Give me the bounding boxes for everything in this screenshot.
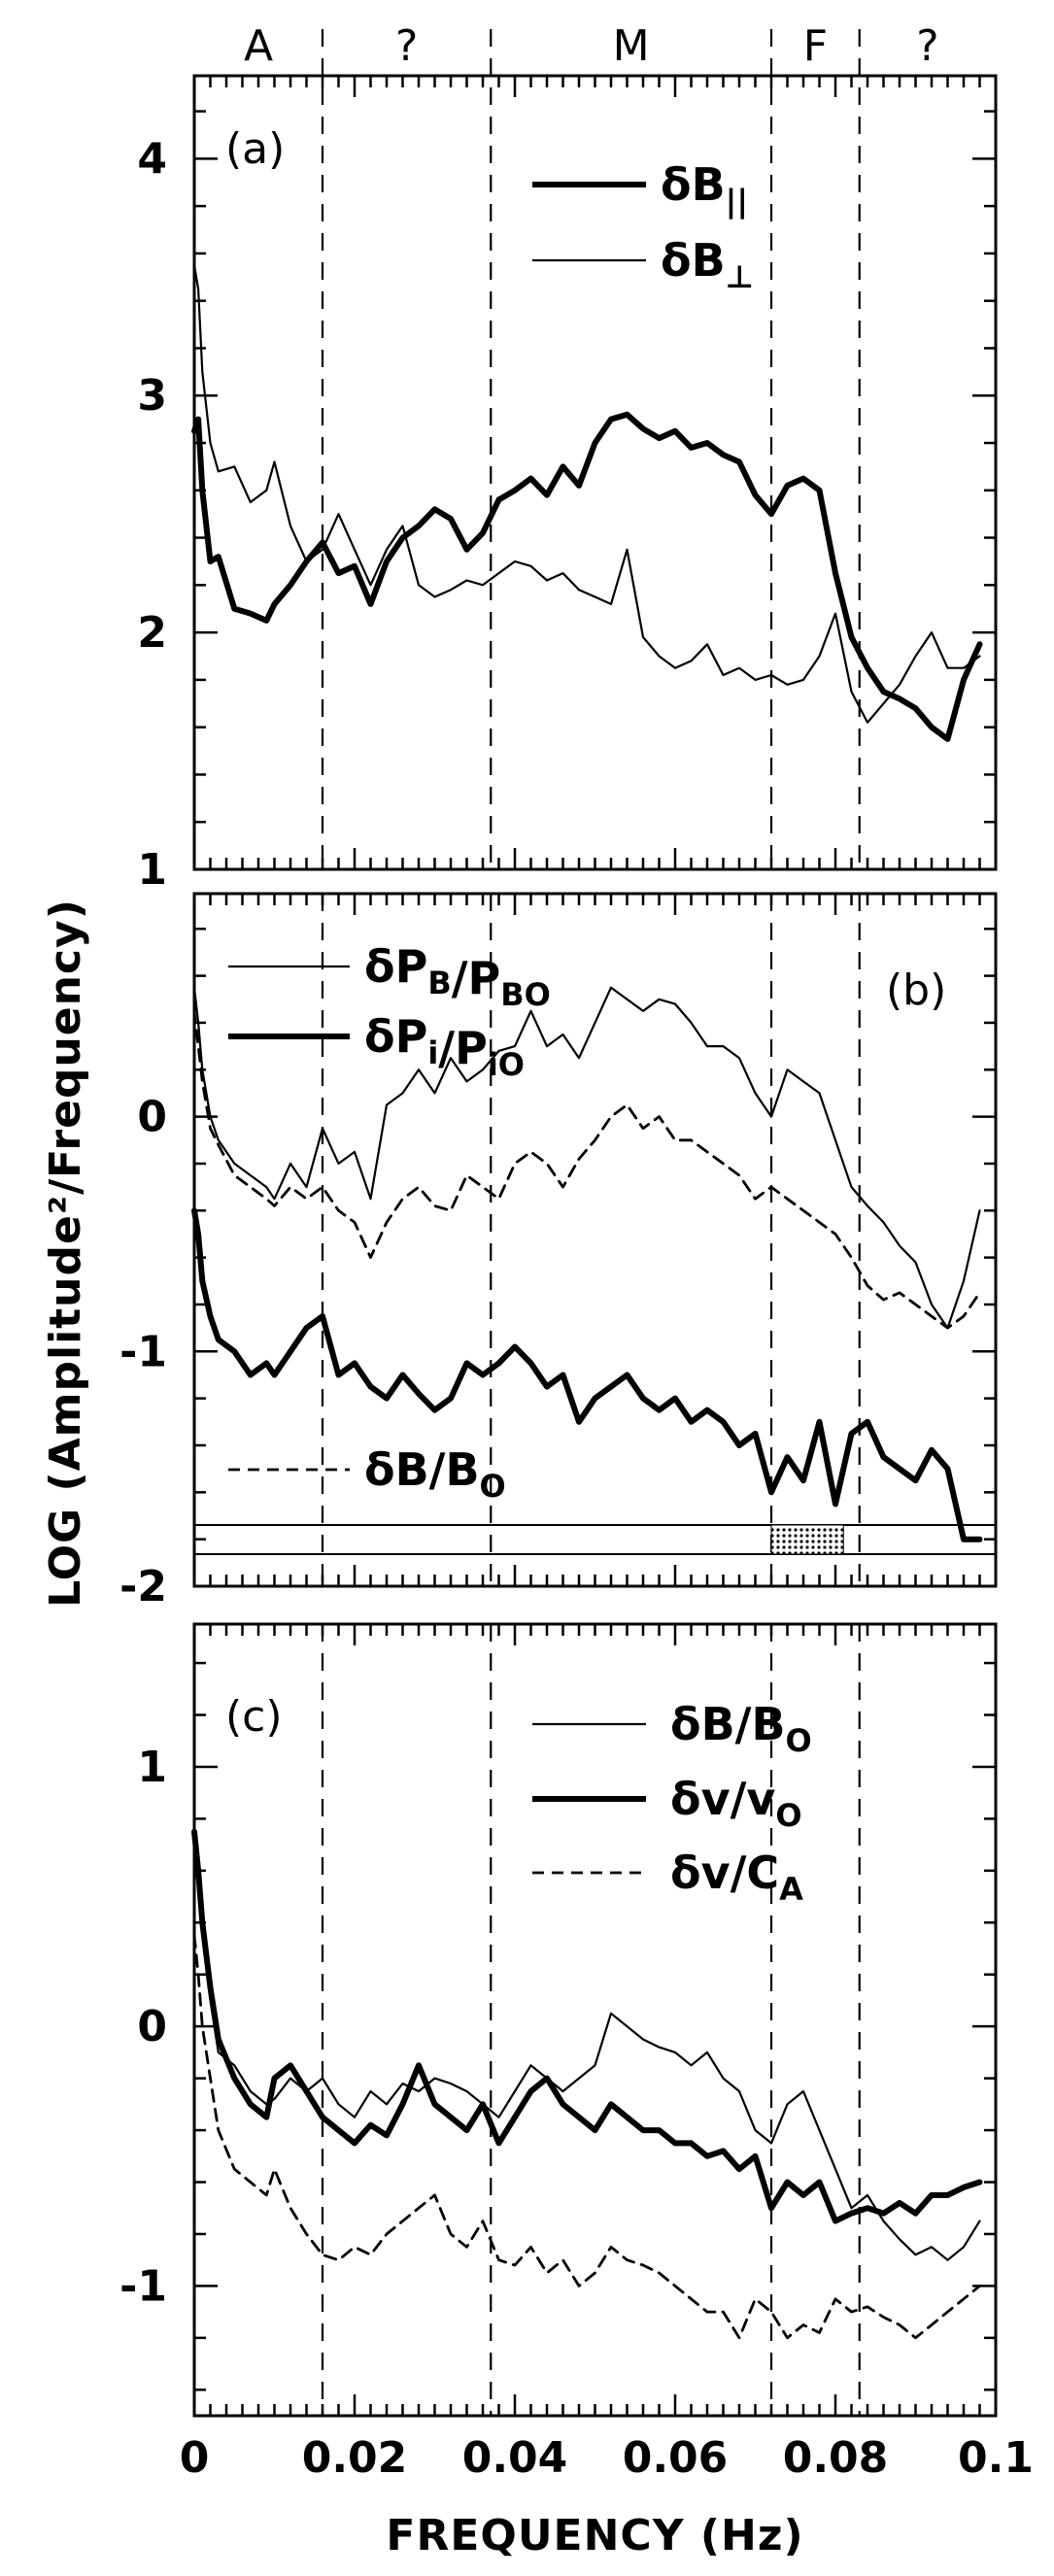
panel-frame-0 bbox=[192, 74, 998, 871]
x-tick-label: 0.08 bbox=[783, 2433, 889, 2483]
y-tick-label: 2 bbox=[137, 608, 167, 658]
y-tick-label: 1 bbox=[137, 1743, 167, 1792]
legend-label-0-1: δB⊥ bbox=[661, 234, 754, 295]
panel-label-1: (b) bbox=[886, 966, 946, 1015]
series-line-1-0 bbox=[192, 986, 981, 1330]
panel-frame-2 bbox=[192, 1622, 998, 2418]
series-line-1-1 bbox=[192, 1009, 981, 1330]
legend-label-1-1: δB/BO bbox=[364, 1443, 506, 1505]
y-tick-label: 4 bbox=[137, 134, 167, 184]
region-label-1: ? bbox=[395, 21, 418, 71]
panel-label-2: (c) bbox=[225, 1692, 283, 1742]
region-label-2: M bbox=[613, 21, 650, 71]
series-line-2-0 bbox=[192, 1844, 981, 2261]
region-label-3: F bbox=[803, 21, 828, 71]
y-axis-title: LOG (Amplitude²/Frequency) bbox=[41, 898, 90, 1608]
region-label-4: ? bbox=[916, 21, 938, 71]
panel-frame-1 bbox=[192, 892, 998, 1588]
legends: δB|| δB⊥ δPB/PBO δB/BO δPi/PiO δB/BO δv/vO δv/C… bbox=[228, 158, 812, 1908]
legend-label-2-1: δv/vO bbox=[670, 1773, 802, 1834]
x-tick-label: 0.06 bbox=[623, 2433, 729, 2483]
series-line-0-1 bbox=[192, 264, 981, 724]
x-tick-label: 0.1 bbox=[958, 2433, 1034, 2483]
y-tick-label: 1 bbox=[137, 845, 167, 895]
y-tick-label: 3 bbox=[137, 371, 167, 421]
y-tick-label: -2 bbox=[119, 1562, 167, 1611]
region-label-0: A bbox=[244, 21, 273, 71]
legend-label-2-0: δB/BO bbox=[670, 1698, 812, 1759]
series-line-2-2 bbox=[192, 1934, 981, 2340]
tick-marks bbox=[192, 76, 998, 2416]
panel-label-0: (a) bbox=[225, 124, 285, 174]
x-tick-label: 0.04 bbox=[462, 2433, 568, 2483]
y-tick-label: 0 bbox=[137, 1093, 167, 1142]
legend-label-1-2: δPi/PiO bbox=[364, 1010, 525, 1083]
y-tick-label: 0 bbox=[137, 2002, 167, 2051]
series-lines bbox=[191, 264, 983, 2340]
x-tick-label: 0 bbox=[180, 2433, 210, 2483]
text-labels: A? M F ? 1 2 3 4 (a) -2 -1 0 (b) -1 0 1 (c) 0 0.02 0.04 0.06… bbox=[41, 21, 1034, 2560]
panel-b-baseline-bars bbox=[194, 1524, 996, 1555]
series-line-2-1 bbox=[191, 1828, 983, 2224]
x-axis-title: FREQUENCY (Hz) bbox=[386, 2511, 803, 2560]
series-line-1-2 bbox=[191, 1207, 983, 1542]
legend-label-0-0: δB|| bbox=[661, 158, 748, 220]
y-tick-label: -1 bbox=[119, 1327, 167, 1376]
region-boundaries bbox=[321, 29, 861, 2416]
series-line-0-0 bbox=[191, 411, 983, 742]
x-tick-label: 0.02 bbox=[302, 2433, 408, 2483]
y-tick-label: -1 bbox=[119, 2261, 167, 2311]
legend-label-1-0: δPB/PBO bbox=[364, 940, 551, 1013]
legend-label-2-2: δv/CA bbox=[670, 1847, 803, 1908]
stippled-band bbox=[770, 1524, 844, 1555]
